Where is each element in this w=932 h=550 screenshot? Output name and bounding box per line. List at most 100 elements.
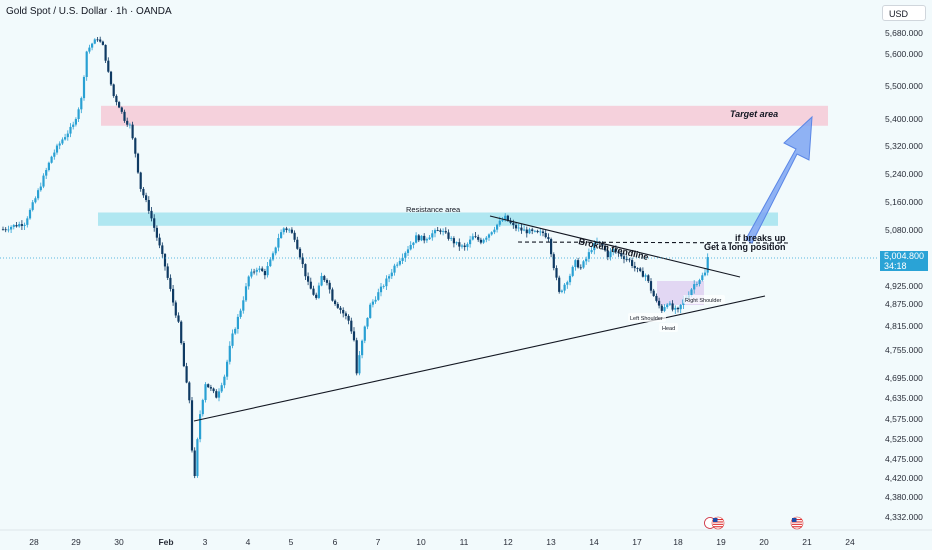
breakout-level-line [517,241,789,244]
candle-body [236,316,239,329]
candle-body [317,285,320,298]
candle-body [466,244,469,248]
time-tick-label: 11 [460,537,469,547]
flag-stripe [713,526,723,528]
candle-body [428,237,431,240]
candle-body [82,77,86,99]
candle-body [220,385,223,392]
candle-body [4,229,7,231]
candle-body [455,242,458,244]
candle-body [404,252,407,258]
time-tick-label: 29 [71,537,81,547]
candle-body [20,224,23,226]
candle-body [417,235,420,241]
candle-body [352,331,356,341]
candle-body [339,307,342,310]
candle-body [579,267,582,269]
candle-body [593,243,596,251]
left-shoulder-tag [628,313,666,322]
candle-body [377,292,380,300]
candle-body [74,118,77,125]
candle-body [547,237,550,240]
candle-body [363,326,366,341]
candle-body [358,355,361,374]
candle-body [552,254,555,269]
candle-body [355,340,358,374]
currency-button[interactable]: USD [882,5,926,21]
flag-stripe [713,521,723,523]
candle-body [147,200,150,211]
candle-body [420,235,423,241]
candle-body [123,111,126,121]
time-tick-label: 3 [203,537,208,547]
candle-body [312,288,315,295]
candle-body [571,266,574,276]
right-shoulder-tag [683,295,725,304]
candle-body [431,233,434,238]
price-tick-label: 5,500.000 [885,81,923,91]
price-axis-bg [878,0,932,550]
candle-body [145,195,148,201]
candle-body [614,248,617,252]
resistance-area-label: Resistance area [406,205,461,214]
candle-body [28,209,32,219]
candle-body [34,198,37,203]
candle-body [301,257,304,265]
candle-body [126,120,129,125]
candle-body [555,268,558,278]
last-price-value: 5,004.800 [884,251,925,261]
candle-body [31,202,34,210]
candle-body [185,366,188,383]
candle-body [328,282,331,290]
flag-canton [713,518,718,522]
candle-body [323,276,326,281]
candle-body [390,272,393,277]
long-position-label: Get a long position [704,242,786,252]
candle-body [458,242,461,247]
candle-body [423,235,426,241]
candle-body [514,225,518,229]
candle-body [663,307,666,311]
candle-body [463,245,466,248]
candle-body [658,300,661,306]
price-tick-label: 5,240.000 [885,169,923,179]
candle-body [274,247,277,254]
candle-body [496,224,499,230]
candle-body [150,210,153,219]
candle-body [533,230,536,232]
candle-body [415,235,418,243]
candle-body [501,220,504,221]
candle-body [652,290,655,296]
candle-body [541,231,545,234]
candle-body [568,275,572,283]
candle-body [166,266,169,278]
price-tick-label: 4,475.000 [885,454,923,464]
candle-body [633,265,636,269]
price-tick-label: 4,755.000 [885,345,923,355]
candle-body [695,283,698,285]
candle-body [560,290,563,292]
candle-body [290,229,293,233]
candle-body [644,275,647,277]
candle-body [396,264,399,266]
candle-body [88,47,91,52]
target-arrow [745,115,813,244]
candle-body [226,361,229,377]
candle-body [577,260,580,268]
candle-body [107,60,110,72]
candle-body [239,310,242,317]
candle-body [72,124,75,127]
candle-body [433,230,437,234]
candle-body [142,188,145,196]
time-tick-label: 18 [673,537,683,547]
candle-body [671,303,674,310]
candle-body [566,282,569,285]
time-tick-label: 12 [503,537,513,547]
us-flag-icon [711,516,725,530]
candle-body [374,299,377,302]
candle-body [109,71,113,85]
candle-body [99,39,102,42]
candle-body [361,340,364,356]
candle-body [188,382,191,401]
